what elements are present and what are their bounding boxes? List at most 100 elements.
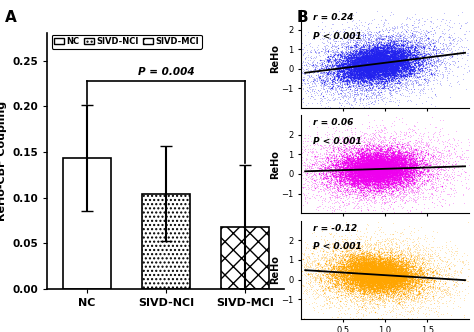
Point [387, 54, 394, 60]
Point [361, 177, 369, 182]
Point [384, 165, 392, 170]
Point [394, 273, 402, 278]
Point [286, 71, 293, 76]
Point [349, 62, 357, 67]
Point [338, 55, 346, 60]
Point [441, 281, 448, 286]
Point [306, 48, 314, 54]
Point [358, 283, 366, 289]
Point [387, 85, 395, 90]
Point [372, 47, 380, 53]
Point [343, 278, 350, 283]
Point [384, 45, 392, 50]
Point [398, 260, 405, 265]
Point [378, 148, 386, 154]
Point [384, 187, 392, 192]
Point [359, 285, 366, 290]
Point [358, 265, 366, 270]
Point [339, 264, 347, 269]
Point [403, 207, 411, 212]
Point [314, 78, 321, 84]
Point [370, 256, 378, 262]
Point [391, 135, 399, 140]
Point [361, 157, 369, 162]
Point [398, 53, 406, 58]
Point [312, 150, 319, 155]
Point [336, 268, 344, 273]
Point [386, 71, 394, 76]
Point [389, 62, 396, 68]
Point [372, 283, 379, 288]
Point [388, 263, 396, 268]
Point [328, 176, 335, 182]
Point [359, 71, 366, 76]
Point [382, 288, 390, 293]
Point [343, 270, 351, 276]
Point [276, 293, 284, 299]
Point [366, 172, 374, 177]
Point [407, 256, 415, 262]
Point [402, 144, 410, 149]
Point [377, 58, 385, 63]
Point [395, 43, 403, 49]
Point [403, 74, 410, 79]
Point [338, 61, 346, 67]
Point [357, 62, 365, 67]
Point [358, 178, 366, 183]
Point [372, 275, 380, 281]
Point [342, 269, 350, 275]
Point [362, 278, 370, 283]
Point [336, 255, 344, 261]
Point [433, 174, 440, 179]
Point [360, 75, 367, 80]
Point [346, 73, 354, 78]
Point [380, 69, 387, 74]
Point [411, 46, 419, 52]
Point [407, 271, 415, 276]
Point [330, 241, 337, 247]
Point [362, 174, 369, 180]
Point [365, 165, 373, 171]
Point [363, 69, 371, 74]
Point [351, 66, 359, 71]
Point [360, 181, 368, 186]
Point [363, 259, 370, 264]
Point [397, 284, 404, 289]
Point [357, 155, 365, 160]
Point [376, 60, 384, 65]
Point [360, 138, 368, 143]
Point [374, 274, 382, 280]
Point [399, 166, 406, 171]
Point [377, 59, 384, 64]
Point [360, 49, 368, 55]
Point [367, 56, 374, 61]
Point [383, 164, 390, 170]
Point [358, 32, 366, 38]
Point [383, 160, 391, 165]
Point [382, 270, 390, 275]
Point [394, 48, 402, 54]
Point [339, 78, 347, 84]
Point [345, 195, 352, 200]
Point [428, 66, 435, 72]
Point [413, 150, 420, 155]
Point [319, 287, 326, 292]
Point [358, 169, 365, 175]
Point [372, 46, 379, 51]
Point [367, 280, 374, 286]
Point [363, 265, 370, 270]
Point [334, 89, 341, 94]
Point [365, 48, 373, 54]
Point [364, 181, 372, 187]
Point [347, 181, 355, 186]
Point [396, 181, 403, 186]
Point [340, 179, 348, 184]
Point [372, 157, 379, 162]
Point [437, 169, 444, 175]
Point [373, 251, 380, 256]
Point [333, 73, 340, 79]
Point [422, 28, 429, 33]
Point [346, 160, 354, 165]
Point [394, 170, 401, 176]
Point [404, 275, 411, 280]
